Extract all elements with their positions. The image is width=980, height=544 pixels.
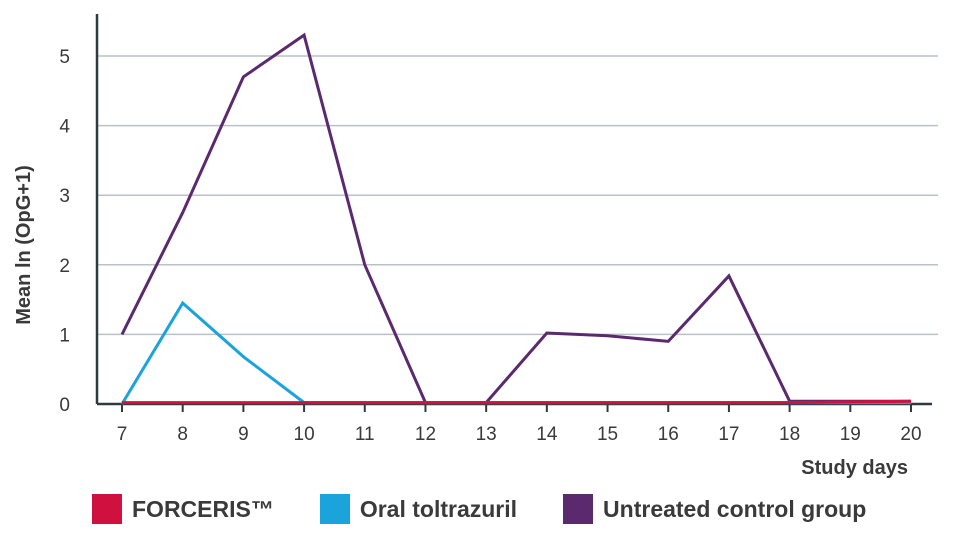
legend-item-forceris: FORCERIS™: [92, 494, 274, 524]
x-tick-label-13: 13: [476, 424, 497, 445]
y-axis-title: Mean ln (OpG+1): [13, 165, 35, 324]
legend: FORCERIS™ Oral toltrazuril Untreated con…: [92, 494, 912, 524]
legend-item-untreated-control: Untreated control group: [563, 494, 866, 524]
y-tick-label-3: 3: [59, 186, 70, 207]
x-tick-label-17: 17: [718, 424, 739, 445]
y-tick-label-0: 0: [59, 395, 70, 416]
series-lines: [120, 32, 912, 405]
x-tick-label-9: 9: [238, 424, 249, 445]
x-tick-label-20: 20: [900, 424, 921, 445]
legend-label-forceris: FORCERIS™: [132, 495, 274, 522]
gridlines: [97, 55, 938, 336]
x-tick-label-14: 14: [536, 424, 558, 445]
x-tick-label-19: 19: [840, 424, 861, 445]
legend-label-untreated-control: Untreated control group: [603, 495, 867, 522]
x-tick-labels: 7 8 9 10 11 12 13 14 15 16 17 18 19 20: [117, 424, 922, 445]
legend-swatch-forceris: [92, 494, 122, 524]
legend-swatch-oral-toltrazuril: [319, 494, 350, 524]
x-tick-label-7: 7: [117, 424, 128, 445]
y-tick-label-5: 5: [59, 47, 70, 68]
legend-swatch-untreated-control: [563, 494, 594, 524]
x-tick-label-12: 12: [415, 424, 436, 445]
x-tick-label-8: 8: [177, 424, 188, 445]
x-axis-title: Study days: [801, 457, 908, 479]
x-tick-label-18: 18: [779, 424, 800, 445]
y-tick-label-4: 4: [59, 117, 70, 138]
x-tick-label-15: 15: [597, 424, 618, 445]
x-tick-label-10: 10: [294, 424, 315, 445]
y-tick-labels: 0 1 2 3 4 5: [59, 47, 70, 416]
legend-item-oral-toltrazuril: Oral toltrazuril: [319, 494, 518, 524]
axes: [95, 14, 932, 412]
series-line-forceris: [122, 399, 912, 405]
y-tick-label-1: 1: [59, 325, 70, 346]
x-tick-label-16: 16: [658, 424, 679, 445]
y-tick-label-2: 2: [59, 256, 70, 277]
series-line-untreated-control-group: [120, 32, 911, 405]
series-line-oral-toltrazuril: [120, 300, 911, 405]
legend-label-oral-toltrazuril: Oral toltrazuril: [359, 495, 518, 522]
x-tick-label-11: 11: [355, 424, 375, 445]
